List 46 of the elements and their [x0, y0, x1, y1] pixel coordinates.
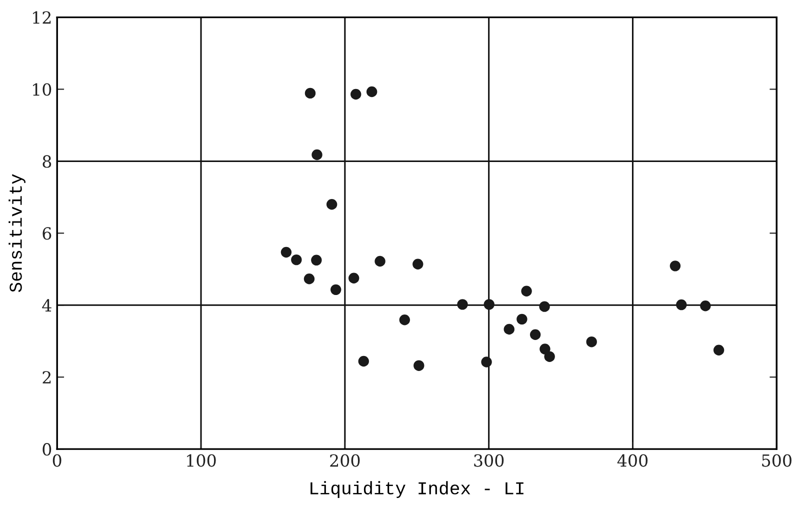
point — [481, 356, 492, 368]
point — [358, 356, 369, 367]
point — [304, 274, 315, 284]
point — [350, 88, 362, 100]
x-tick-label: 500 — [762, 454, 792, 467]
y-tick-label: 10 — [33, 83, 52, 96]
point — [280, 246, 292, 258]
point — [311, 254, 322, 266]
y-tick-label: 6 — [42, 227, 52, 240]
y-tick-label: 2 — [42, 371, 51, 384]
point — [366, 86, 378, 98]
x-tick-label: 100 — [187, 454, 216, 467]
point — [484, 299, 494, 310]
point — [457, 299, 468, 310]
point — [348, 272, 360, 284]
point — [312, 149, 322, 160]
point — [516, 314, 528, 325]
x-tick-label: 0 — [52, 454, 62, 467]
point — [700, 300, 711, 312]
point — [530, 329, 541, 340]
point — [326, 199, 338, 210]
point — [539, 301, 550, 312]
point — [304, 88, 316, 99]
point — [540, 344, 550, 354]
point — [330, 284, 342, 296]
y-tick-label: 12 — [33, 11, 51, 24]
x-axis-title: Liquidity Index - LI — [310, 481, 524, 498]
y-tick-label: 0 — [42, 443, 52, 456]
point — [374, 256, 386, 267]
point — [414, 360, 424, 371]
x-tick-label: 200 — [330, 454, 360, 467]
point — [521, 286, 532, 296]
point — [713, 344, 724, 356]
point — [670, 260, 681, 272]
point — [412, 258, 424, 270]
point — [676, 299, 687, 310]
y-tick-label: 8 — [42, 155, 52, 168]
point — [291, 254, 302, 266]
y-tick-label: 4 — [42, 299, 52, 312]
point — [586, 336, 597, 348]
x-tick-label: 300 — [474, 454, 504, 467]
point — [399, 314, 410, 326]
point — [544, 351, 555, 362]
point — [504, 324, 514, 335]
y-axis-title: Sensitivity — [8, 174, 26, 292]
x-tick-label: 400 — [617, 454, 648, 467]
